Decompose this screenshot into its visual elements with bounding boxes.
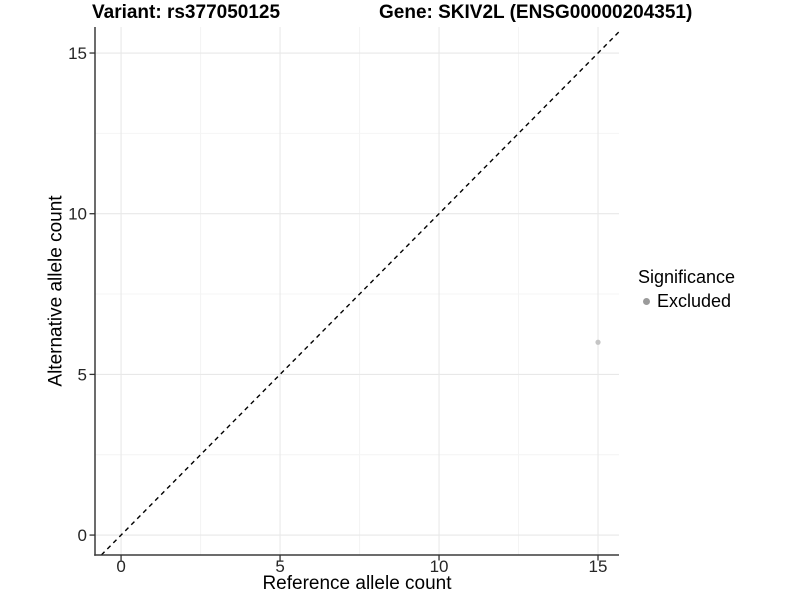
- x-axis-title: Reference allele count: [262, 573, 452, 594]
- legend: Significance Excluded: [638, 267, 736, 312]
- variant-title: Variant: rs377050125: [92, 2, 281, 23]
- x-tick-label: 5: [275, 557, 284, 576]
- legend-key-dot-icon: [643, 298, 650, 306]
- y-tick-label: 10: [68, 205, 87, 224]
- y-tick-label: 0: [78, 526, 87, 545]
- y-axis-title-box: Alternative allele count: [44, 27, 70, 555]
- legend-item-excluded: Excluded: [638, 290, 735, 312]
- legend-item-label: Excluded: [657, 290, 732, 311]
- legend-title: Significance: [638, 267, 736, 287]
- x-tick-label: 15: [589, 557, 608, 576]
- gene-title: Gene: SKIV2L (ENSG00000204351): [379, 2, 693, 23]
- y-axis-title: Alternative allele count: [46, 195, 68, 387]
- x-tick-label: 0: [116, 557, 125, 576]
- identity-line: [100, 31, 620, 556]
- x-tick-label: 10: [430, 557, 449, 576]
- y-tick-label: 15: [68, 44, 87, 63]
- data-point: [595, 339, 601, 345]
- y-tick-label: 5: [78, 365, 87, 384]
